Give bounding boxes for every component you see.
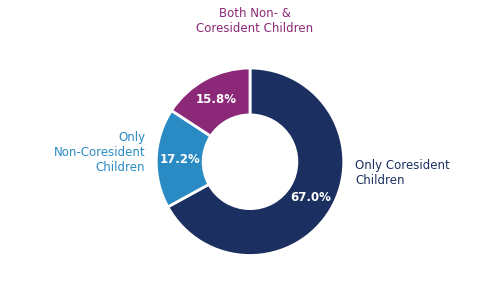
Text: Only Coresident
Children: Only Coresident Children xyxy=(355,159,450,187)
Text: Both Non- &
Coresident Children: Both Non- & Coresident Children xyxy=(196,7,313,35)
Text: Only
Non-Coresident
Children: Only Non-Coresident Children xyxy=(54,131,145,174)
Wedge shape xyxy=(156,111,210,207)
Text: 17.2%: 17.2% xyxy=(160,152,200,166)
Wedge shape xyxy=(172,68,250,136)
Wedge shape xyxy=(168,68,344,255)
Text: 15.8%: 15.8% xyxy=(196,93,237,106)
Text: 67.0%: 67.0% xyxy=(290,191,331,204)
